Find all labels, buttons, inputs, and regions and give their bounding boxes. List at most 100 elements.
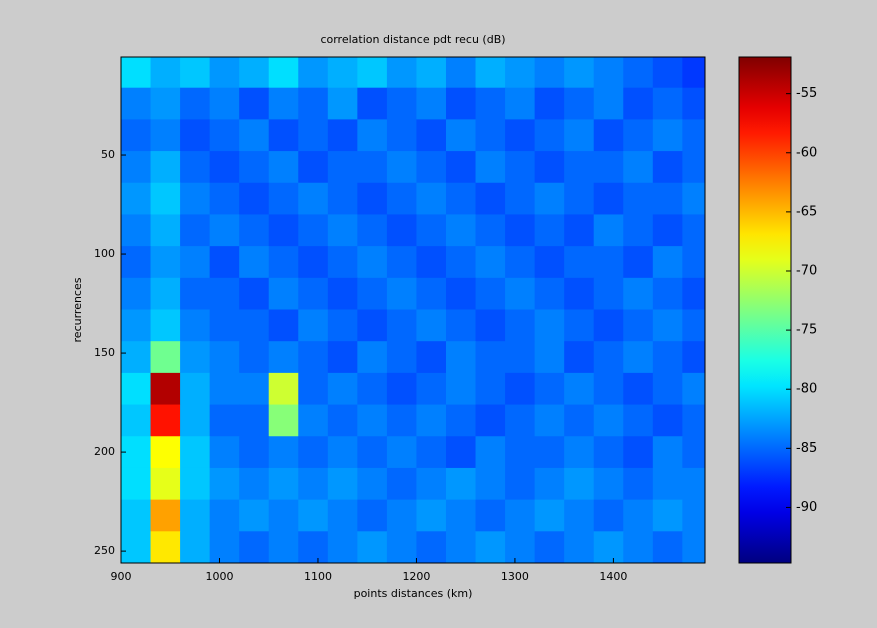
heatmap-cell <box>298 309 329 342</box>
heatmap-cell <box>386 214 417 247</box>
heatmap-cell <box>623 277 654 311</box>
heatmap-cell <box>357 499 388 532</box>
heatmap-cell <box>268 182 299 215</box>
heatmap-cell <box>327 309 358 342</box>
heatmap-cell <box>298 87 329 120</box>
heatmap-cell <box>593 499 624 532</box>
heatmap-cell <box>327 404 358 437</box>
heatmap-cell <box>268 436 299 469</box>
heatmap-cell <box>268 151 299 184</box>
heatmap-cell <box>209 372 240 406</box>
heatmap-cell <box>150 214 181 247</box>
heatmap-cell <box>386 531 417 563</box>
colorbar-tick-label: -65 <box>796 204 817 219</box>
heatmap-cell <box>298 436 329 469</box>
heatmap-cell <box>268 467 299 501</box>
heatmap-cell <box>327 57 358 89</box>
heatmap-cell <box>150 436 181 469</box>
heatmap-cell <box>505 467 536 501</box>
heatmap-cell <box>564 467 595 501</box>
heatmap-cell <box>121 151 152 184</box>
heatmap-cell <box>180 309 211 342</box>
colorbar-tick-label: -70 <box>796 263 817 278</box>
heatmap-cell <box>505 531 536 563</box>
heatmap-cell <box>298 214 329 247</box>
heatmap-cell <box>416 309 447 342</box>
axes-frame <box>120 56 706 564</box>
heatmap-cell <box>534 246 565 279</box>
heatmap-cell <box>593 309 624 342</box>
heatmap-cell <box>505 246 536 279</box>
colorbar-tick-label: -80 <box>796 382 817 397</box>
heatmap-cell <box>180 151 211 184</box>
heatmap-cell <box>209 499 240 532</box>
heatmap <box>121 57 705 563</box>
heatmap-cell <box>652 372 683 406</box>
heatmap-cell <box>564 436 595 469</box>
heatmap-cell <box>445 151 477 184</box>
heatmap-cell <box>593 404 624 437</box>
colorbar-tick-label: -75 <box>796 323 817 338</box>
heatmap-cell <box>268 246 299 279</box>
heatmap-cell <box>505 151 536 184</box>
heatmap-cell <box>623 467 654 501</box>
x-tick-label: 1000 <box>205 570 233 583</box>
x-tick-label: 1300 <box>501 570 529 583</box>
heatmap-cell <box>564 499 595 532</box>
heatmap-cell <box>298 499 329 532</box>
heatmap-cell <box>386 57 417 89</box>
heatmap-cell <box>268 309 299 342</box>
heatmap-cell <box>623 372 654 406</box>
heatmap-cell <box>298 372 329 406</box>
heatmap-cell <box>534 341 565 374</box>
heatmap-cell <box>150 372 181 406</box>
heatmap-cell <box>150 277 181 311</box>
heatmap-cell <box>534 87 565 120</box>
heatmap-cell <box>327 277 358 311</box>
heatmap-cell <box>505 277 536 311</box>
heatmap-cell <box>623 214 654 247</box>
heatmap-cell <box>386 467 417 501</box>
heatmap-cell <box>209 246 240 279</box>
heatmap-cell <box>534 436 565 469</box>
heatmap-cell <box>298 151 329 184</box>
heatmap-cell <box>445 214 477 247</box>
heatmap-cell <box>593 531 624 563</box>
heatmap-cell <box>505 372 536 406</box>
heatmap-cell <box>121 309 152 342</box>
heatmap-cell <box>327 372 358 406</box>
heatmap-cell <box>386 277 417 311</box>
heatmap-cell <box>239 499 270 532</box>
heatmap-cell <box>180 467 211 501</box>
heatmap-cell <box>652 341 683 374</box>
heatmap-cell <box>475 372 506 406</box>
heatmap-cell <box>357 277 388 311</box>
heatmap-cell <box>416 277 447 311</box>
heatmap-cell <box>475 214 506 247</box>
heatmap-cell <box>534 404 565 437</box>
heatmap-cell <box>682 182 705 215</box>
heatmap-cell <box>652 531 683 563</box>
heatmap-cell <box>564 57 595 89</box>
heatmap-cell <box>682 246 705 279</box>
heatmap-cell <box>564 87 595 120</box>
heatmap-cell <box>416 436 447 469</box>
heatmap-cell <box>180 246 211 279</box>
heatmap-cell <box>416 214 447 247</box>
heatmap-cell <box>357 119 388 152</box>
heatmap-cell <box>593 87 624 120</box>
heatmap-cell <box>209 341 240 374</box>
heatmap-cell <box>623 182 654 215</box>
heatmap-cell <box>652 182 683 215</box>
heatmap-cell <box>593 341 624 374</box>
colorbar-tick-label: -55 <box>796 86 817 101</box>
heatmap-cell <box>682 309 705 342</box>
heatmap-cell <box>386 341 417 374</box>
heatmap-cell <box>475 467 506 501</box>
heatmap-cell <box>623 436 654 469</box>
heatmap-cell <box>475 436 506 469</box>
heatmap-cell <box>180 277 211 311</box>
heatmap-cell <box>682 277 705 311</box>
x-tick-label: 1200 <box>402 570 430 583</box>
heatmap-cell <box>268 87 299 120</box>
